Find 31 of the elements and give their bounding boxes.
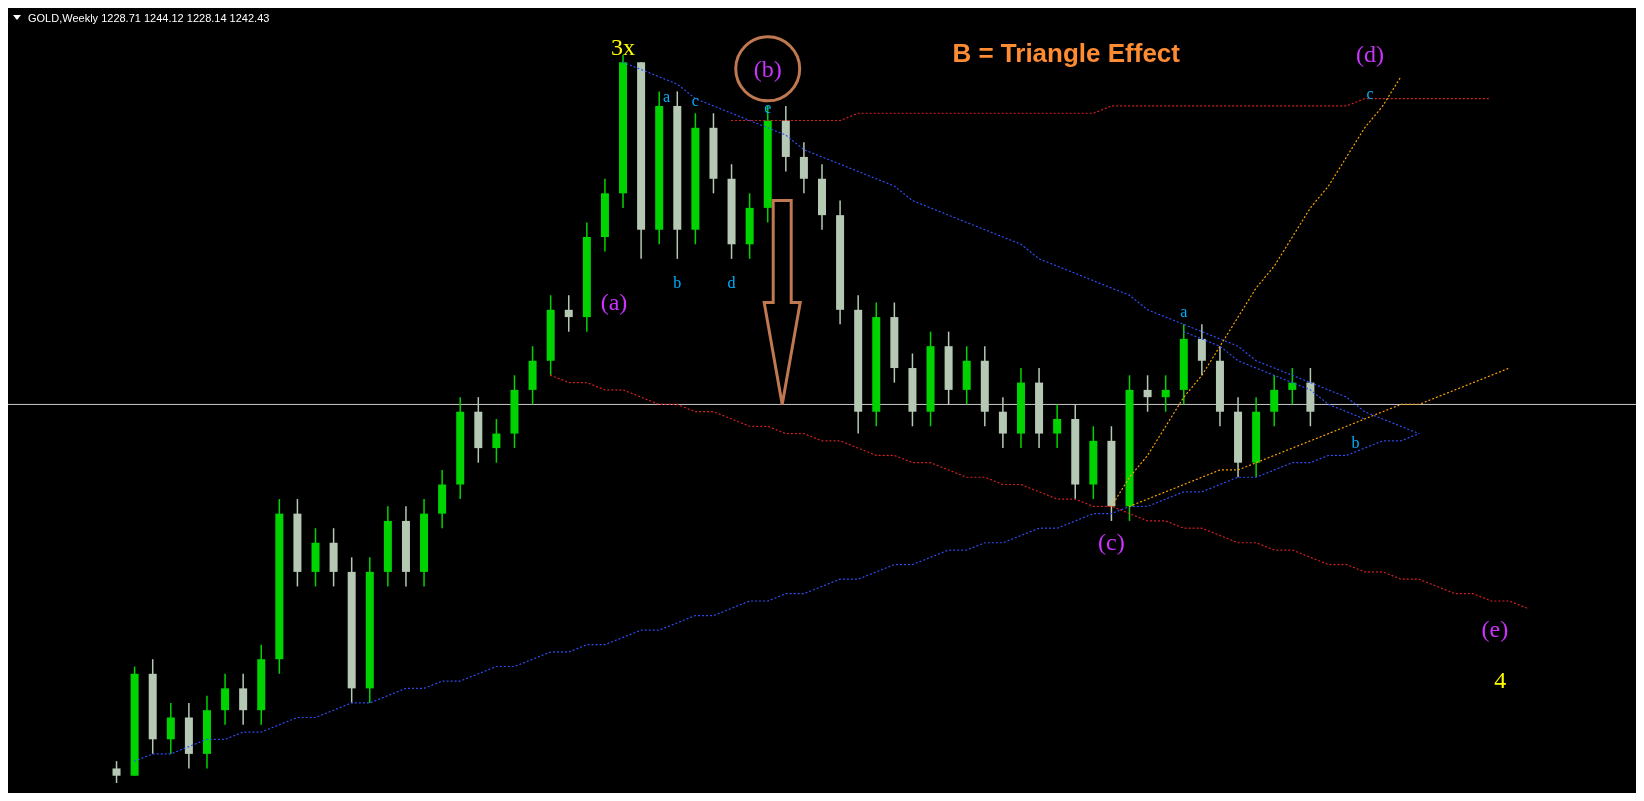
candlestick [221,673,230,726]
candlestick [1053,403,1062,449]
annotation: B = Triangle Effect [952,38,1181,68]
chart-title: GOLD,Weekly 1228.71 1244.12 1228.14 1242.43 [28,12,270,24]
candlestick [166,702,175,755]
candlestick [998,396,1007,449]
annotation: (d) [1356,41,1385,68]
candlestick [1288,367,1297,406]
candlestick [1197,323,1206,377]
annotation: a [662,88,670,106]
annotation: (a) [600,288,628,315]
candlestick [1161,374,1170,413]
annotation: (c) [1098,529,1125,556]
annotation: (e) [1481,616,1509,643]
annotation: e [764,99,772,117]
annotation: d [727,273,736,291]
candlestick [799,141,808,195]
candlestick [239,673,248,726]
candlestick [1270,374,1279,428]
annotation: c [691,91,699,109]
annotation: a [1180,303,1188,321]
annotation: b [673,273,682,291]
annotation: c [1366,84,1374,102]
candlestick [564,294,573,333]
annotation: b [1351,434,1360,452]
annotation: 3x [611,34,636,60]
annotation: (b) [753,55,782,82]
annotation: 4 [1494,667,1507,694]
candlestick [1143,374,1152,413]
candlestick [492,418,501,464]
candlestick [112,760,121,784]
